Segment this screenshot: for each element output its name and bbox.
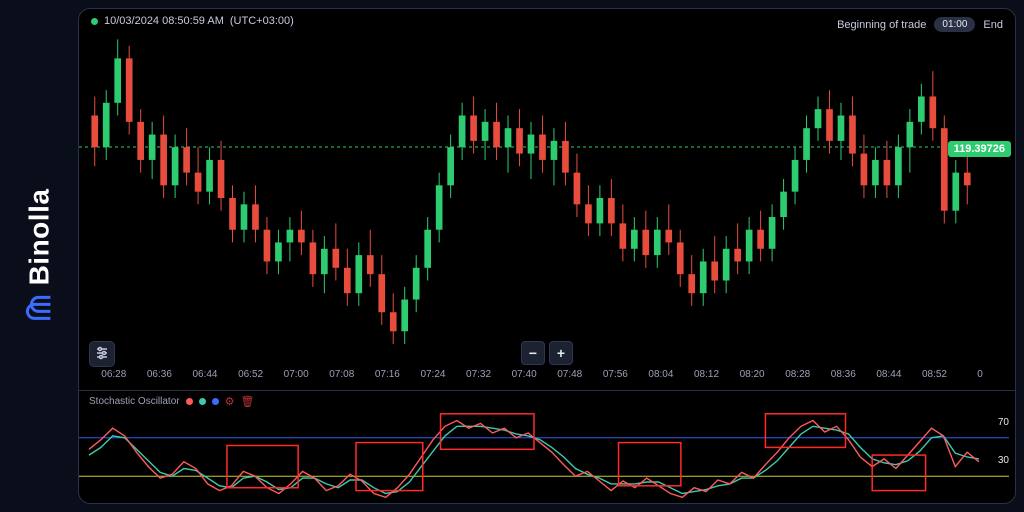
- brand-rail: Binolla: [0, 0, 78, 512]
- x-tick: 06:52: [228, 369, 274, 391]
- x-tick: 08:52: [912, 369, 958, 391]
- x-tick: 08:20: [729, 369, 775, 391]
- x-tick: 07:08: [319, 369, 365, 391]
- sliders-icon: [95, 346, 109, 363]
- x-tick: 08:12: [684, 369, 730, 391]
- x-tick: 06:44: [182, 369, 228, 391]
- x-tick: 07:48: [547, 369, 593, 391]
- timestamp: 10/03/2024 08:50:59 AM: [104, 15, 224, 27]
- zoom-controls: − +: [521, 341, 573, 365]
- x-tick: 06:36: [137, 369, 183, 391]
- brand-name: Binolla: [23, 189, 55, 286]
- candlestick-chart[interactable]: 119.39726: [79, 33, 1015, 363]
- brand: Binolla: [23, 189, 55, 324]
- zoom-in-button[interactable]: +: [549, 341, 573, 365]
- stochastic-panel[interactable]: Stochastic Oscillator ⚙ 🗑 70 30: [79, 390, 1015, 503]
- price-tag: 119.39726: [948, 141, 1011, 157]
- zoom-out-button[interactable]: −: [521, 341, 545, 365]
- x-tick: 0: [957, 369, 1003, 391]
- x-tick: 06:28: [91, 369, 137, 391]
- x-axis: 06:2806:3606:4406:5207:0007:0807:1607:24…: [79, 369, 1015, 391]
- live-dot-icon: [91, 18, 98, 25]
- chart-settings-button[interactable]: [89, 341, 115, 367]
- x-tick: 08:44: [866, 369, 912, 391]
- end-label: End: [983, 19, 1003, 31]
- timer-pill: 01:00: [934, 17, 975, 32]
- x-tick: 08:04: [638, 369, 684, 391]
- timezone: (UTC+03:00): [230, 15, 294, 27]
- x-tick: 07:24: [410, 369, 456, 391]
- x-tick: 07:16: [365, 369, 411, 391]
- trade-info: Beginning of trade 01:00 End: [837, 17, 1003, 32]
- x-tick: 08:28: [775, 369, 821, 391]
- x-tick: 07:40: [501, 369, 547, 391]
- chart-panel: 10/03/2024 08:50:59 AM (UTC+03:00) Begin…: [78, 8, 1016, 504]
- x-tick: 08:36: [821, 369, 867, 391]
- x-tick: 07:32: [456, 369, 502, 391]
- begin-label: Beginning of trade: [837, 19, 926, 31]
- x-tick: 07:00: [273, 369, 319, 391]
- brand-logo-icon: [24, 293, 54, 323]
- x-tick: 07:56: [593, 369, 639, 391]
- timestamp-bar: 10/03/2024 08:50:59 AM (UTC+03:00): [91, 15, 294, 27]
